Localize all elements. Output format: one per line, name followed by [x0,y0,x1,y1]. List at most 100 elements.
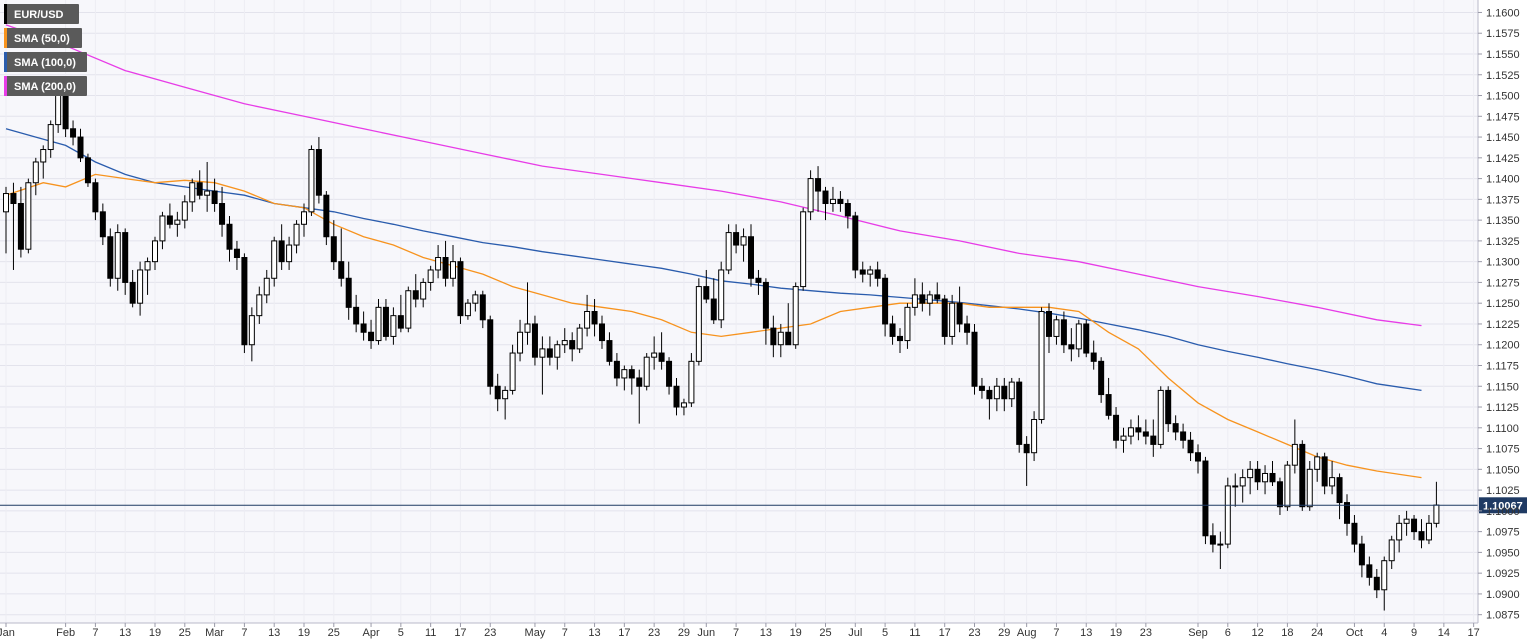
y-tick-label: 1.1175 [1486,360,1519,372]
candle [1254,461,1261,491]
candle-body-down [211,190,218,205]
x-tick-label: 7 [1053,627,1059,639]
candle-body-up [1306,468,1313,508]
candle-body-down [84,157,91,184]
candle-body-down [1165,389,1172,425]
legend-label: SMA (50,0) [14,33,70,45]
candle [1373,569,1380,599]
x-tick-label: 18 [1281,627,1293,639]
candle [904,303,911,349]
x-tick-label: 11 [425,627,436,639]
candle-body-down [1336,477,1343,504]
x-tick-label: 13 [588,627,600,639]
candle-body-down [92,182,99,213]
candle-body-down [1269,472,1276,483]
candle [1068,328,1075,362]
candle-body-down [1299,443,1306,508]
candle-body-down [368,331,375,342]
candle-body-up [25,182,32,250]
candle [964,315,971,345]
x-tick-label: 23 [484,627,496,639]
candle [1276,477,1283,516]
x-tick-label: 19 [298,627,310,639]
candle [1008,377,1015,408]
candle-body-up [517,331,524,354]
candle [405,286,412,333]
legend-chip-bg [4,52,87,72]
x-tick-label: Feb [56,627,75,639]
candle-body-down [487,319,494,387]
candle [1172,415,1179,441]
y-tick-label: 1.1400 [1486,174,1520,186]
y-tick-label: 1.1225 [1486,319,1520,331]
candle-body-up [248,315,255,346]
candle [993,377,1000,412]
candle [1090,340,1097,370]
candle-body-down [1351,522,1358,545]
candle-body-up [55,90,62,126]
candle-body-up [450,261,456,279]
y-tick-label: 1.1050 [1486,464,1520,476]
candle [92,178,99,221]
candle [971,323,978,395]
candle [844,199,851,229]
candle-body-down [1113,414,1120,441]
y-tick-label: 1.1350 [1486,215,1520,227]
candle-body-down [226,223,233,250]
candle [666,357,673,395]
candle [1098,357,1105,403]
candle [829,186,836,212]
candle-body-up [144,261,151,271]
candle [1381,556,1388,611]
candle [1105,377,1112,420]
legend-item[interactable]: SMA (50,0) [4,28,82,48]
y-tick-label: 1.1500 [1486,91,1520,103]
candle [546,336,553,366]
candle [1187,431,1194,462]
candle-body-down [1083,323,1090,354]
candle [621,365,628,391]
x-tick-label: 17 [454,627,466,639]
y-tick-label: 1.1375 [1486,194,1520,206]
candle [248,307,255,362]
legend-item[interactable]: EUR/USD [4,4,79,24]
y-tick-label: 1.1575 [1486,28,1520,40]
candle-body-down [1418,531,1425,541]
candle [658,332,665,370]
legend-item[interactable]: SMA (200,0) [4,76,87,96]
candle [755,269,762,295]
candle [152,236,158,270]
candle-body-up [584,311,591,329]
candle [725,224,732,275]
candle [1366,556,1373,586]
candle [934,282,941,304]
candle [1202,456,1209,545]
candle [233,240,240,270]
candle [576,323,583,354]
candle [606,332,613,366]
legend-color-swatch [4,52,7,72]
candle-body-up [464,302,471,317]
candle [1403,510,1410,536]
candle [777,323,784,358]
candle-body-down [1172,423,1179,433]
candle [1396,515,1403,553]
x-tick-label: 24 [1311,627,1323,639]
candle-body-down [591,311,598,325]
candle-body-down [1202,460,1209,537]
candle-body-down [1142,431,1149,437]
candle-body-down [844,203,851,217]
candle-body-down [1150,435,1157,445]
candle-body-down [122,232,129,283]
candle [323,191,330,246]
candle-body-up [1262,472,1269,483]
candle-body-up [301,211,307,225]
candle [1232,473,1239,507]
legend-item[interactable]: SMA (100,0) [4,52,87,72]
candle [1031,411,1038,462]
candle-body-up [926,294,933,304]
candle-body-down [353,306,360,325]
candle-body-up [3,193,9,213]
x-tick-label: Aug [1017,627,1037,639]
candle [338,228,345,287]
